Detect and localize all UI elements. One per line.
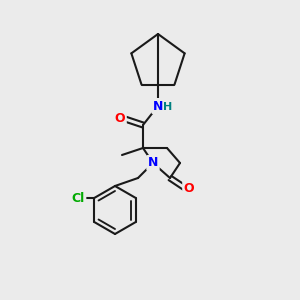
Text: Cl: Cl — [72, 191, 85, 205]
Text: N: N — [148, 157, 158, 169]
Text: N: N — [153, 100, 163, 112]
Text: O: O — [184, 182, 194, 194]
Text: O: O — [115, 112, 125, 124]
Text: H: H — [164, 102, 172, 112]
